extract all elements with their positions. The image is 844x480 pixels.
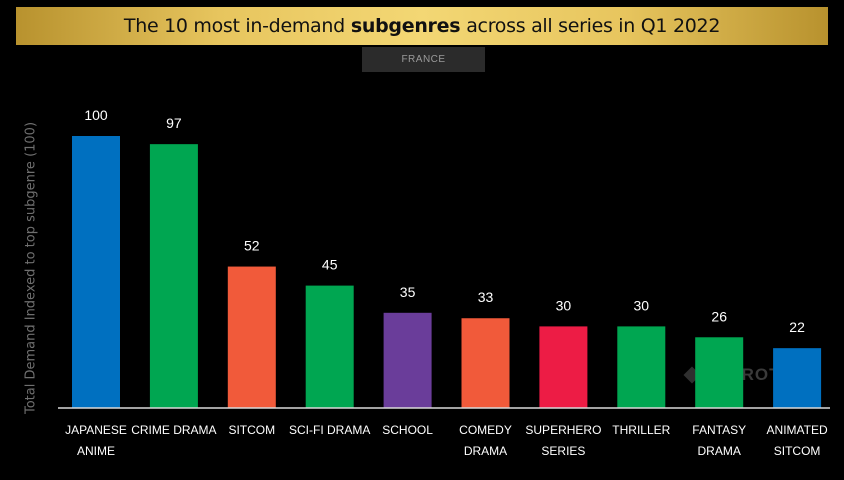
category-label-7: THRILLER: [612, 423, 670, 437]
bar-5: [461, 318, 510, 408]
bar-value-label-2: 52: [244, 238, 260, 254]
category-label-9: ANIMATED SITCOM: [767, 423, 828, 458]
bar-7: [617, 326, 666, 408]
bar-value-label-9: 22: [789, 319, 805, 335]
bar-0: [72, 136, 120, 408]
bar-value-label-7: 30: [634, 297, 650, 313]
bar-value-label-4: 35: [400, 284, 416, 300]
title-bold: subgenres: [350, 15, 461, 37]
category-label-8: FANTASY DRAMA: [692, 423, 746, 458]
bar-value-label-8: 26: [711, 308, 727, 324]
category-label-5: COMEDY DRAMA: [459, 423, 512, 458]
bar-value-label-5: 33: [478, 289, 494, 305]
bar-value-label-3: 45: [322, 257, 338, 273]
category-label-1: CRIME DRAMA: [131, 423, 216, 437]
bar-8: [695, 337, 744, 408]
bar-value-label-0: 100: [84, 107, 108, 123]
bar-6: [539, 326, 588, 408]
title-prefix: The 10 most in-demand: [123, 15, 345, 37]
bar-value-label-6: 30: [556, 297, 572, 313]
category-label-2: SITCOM: [228, 423, 275, 437]
bar-2: [227, 266, 276, 408]
category-label-4: SCHOOL: [382, 423, 433, 437]
category-label-3: SCI-FI DRAMA: [289, 423, 370, 437]
region-tab-france[interactable]: FRANCE: [362, 47, 485, 72]
bars-group: 100 JAPANESE ANIME 97 CRIME DRAMA 52 SITCOM 45 S…: [65, 107, 828, 458]
bar-4: [383, 312, 432, 408]
bar-1: [149, 144, 198, 408]
category-label-0: JAPANESE ANIME: [65, 423, 127, 458]
chart-title-banner: The 10 most in-demand subgenres across a…: [16, 7, 828, 45]
bar-value-label-1: 97: [166, 115, 182, 131]
bar-9: [773, 348, 822, 408]
title-suffix: across all series in Q1 2022: [466, 15, 721, 37]
category-label-6: SUPERHERO SERIES: [525, 423, 601, 458]
bar-3: [305, 285, 354, 408]
